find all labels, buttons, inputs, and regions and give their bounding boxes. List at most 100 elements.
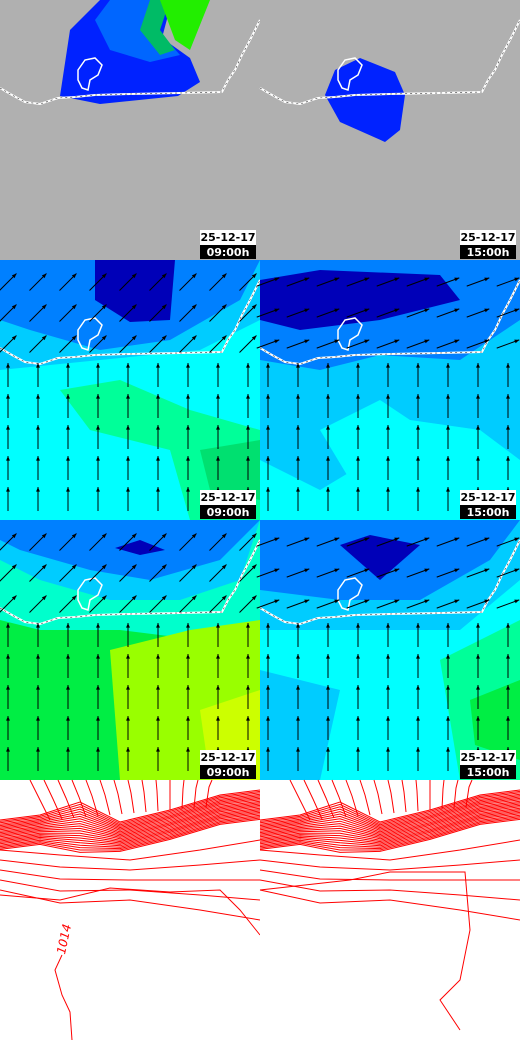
wind-arrowhead <box>101 273 107 279</box>
wind-arrowhead <box>266 363 270 368</box>
wind-arrowhead <box>156 425 160 430</box>
wind-arrowhead <box>386 623 390 628</box>
field-area <box>115 540 165 555</box>
wind-arrowhead <box>96 747 100 752</box>
wind-arrowhead <box>36 685 40 690</box>
date-box <box>200 230 256 245</box>
date-label: 25-12-17 <box>200 231 255 244</box>
isobar <box>0 797 261 831</box>
wind-arrowhead <box>6 747 10 752</box>
wind-arrowhead <box>156 394 160 399</box>
wind-arrowhead <box>126 747 130 752</box>
wind-arrowhead <box>101 533 107 539</box>
wind-arrowhead <box>96 425 100 430</box>
wind-arrowhead <box>356 654 360 659</box>
wind-arrowhead <box>36 716 40 721</box>
wind-arrowhead <box>424 277 430 282</box>
wind-arrowhead <box>216 623 220 628</box>
wind-arrowhead <box>6 685 10 690</box>
wind-arrowhead <box>274 568 280 573</box>
wind-arrowhead <box>191 273 197 279</box>
wind-arrowhead <box>246 456 250 461</box>
wind-arrowhead <box>221 304 227 310</box>
wind-arrowhead <box>131 335 137 341</box>
wind-arrowhead <box>334 568 340 573</box>
wind-arrowhead <box>186 363 190 368</box>
isobar <box>0 816 261 850</box>
isobar <box>259 839 520 861</box>
map-panel: 1014 <box>0 779 261 1040</box>
wind-arrowhead <box>66 685 70 690</box>
wind-arrowhead <box>246 623 250 628</box>
isobar <box>0 817 261 851</box>
wind-arrowhead <box>36 394 40 399</box>
wind-arrowhead <box>296 487 300 492</box>
wind-arrowhead <box>304 308 310 313</box>
wind-arrowhead <box>386 456 390 461</box>
date-box <box>200 750 256 765</box>
wind-arrowhead <box>424 599 430 604</box>
isobar <box>289 779 311 821</box>
isobar <box>155 779 159 812</box>
coastline <box>259 539 520 625</box>
wind-arrowhead <box>41 564 47 570</box>
isobar <box>259 803 520 837</box>
isobar <box>415 779 419 812</box>
wind-arrowhead <box>356 487 360 492</box>
wind-arrowhead <box>326 685 330 690</box>
wind-arrowhead <box>66 623 70 628</box>
island <box>77 317 103 351</box>
wind-arrowhead <box>394 339 400 344</box>
isobar <box>259 813 520 847</box>
wind-arrowhead <box>6 487 10 492</box>
isobar <box>259 802 520 836</box>
wind-arrowhead <box>216 363 220 368</box>
wind-arrowhead <box>356 623 360 628</box>
wind-arrowhead <box>476 425 480 430</box>
wind-arrowhead <box>304 537 310 542</box>
wind-arrowhead <box>484 308 490 313</box>
wind-arrowhead <box>484 277 490 282</box>
wind-arrowhead <box>156 654 160 659</box>
time-box <box>460 245 516 259</box>
wind-arrowhead <box>186 487 190 492</box>
wind-arrowhead <box>356 716 360 721</box>
isobar <box>259 800 520 834</box>
isobar <box>0 802 261 836</box>
wind-arrowhead <box>514 339 520 344</box>
wind-arrowhead <box>416 654 420 659</box>
wind-arrowhead <box>66 654 70 659</box>
wind-arrowhead <box>394 537 400 542</box>
wind-arrowhead <box>506 363 510 368</box>
wind-arrowhead <box>36 363 40 368</box>
isobar <box>43 779 63 820</box>
wind-arrowhead <box>66 487 70 492</box>
wind-arrowhead <box>296 716 300 721</box>
wind-arrowhead <box>364 339 370 344</box>
wind-arrowhead <box>356 425 360 430</box>
isobar <box>0 818 261 853</box>
isobar <box>259 807 520 841</box>
wind-arrowhead <box>506 654 510 659</box>
isobar <box>259 816 520 850</box>
wind-arrowhead <box>454 568 460 573</box>
wind-arrowhead <box>221 533 227 539</box>
wind-arrowhead <box>266 394 270 399</box>
wind-arrowhead <box>394 277 400 282</box>
map-panel: 25-12-17 09:00h <box>0 520 261 780</box>
wind-arrowhead <box>36 747 40 752</box>
wind-arrowhead <box>484 537 490 542</box>
wind-arrowhead <box>416 456 420 461</box>
wind-arrowhead <box>446 747 450 752</box>
wind-arrowhead <box>131 564 137 570</box>
isobar <box>0 806 261 840</box>
wind-arrowhead <box>514 568 520 573</box>
wind-arrowhead <box>6 716 10 721</box>
wind-arrowhead <box>326 654 330 659</box>
wind-arrowhead <box>36 425 40 430</box>
wind-arrowhead <box>6 654 10 659</box>
wind-arrowhead <box>394 599 400 604</box>
isobar <box>193 779 199 809</box>
date-label: 25-12-17 <box>460 751 515 764</box>
date-box <box>200 490 256 505</box>
